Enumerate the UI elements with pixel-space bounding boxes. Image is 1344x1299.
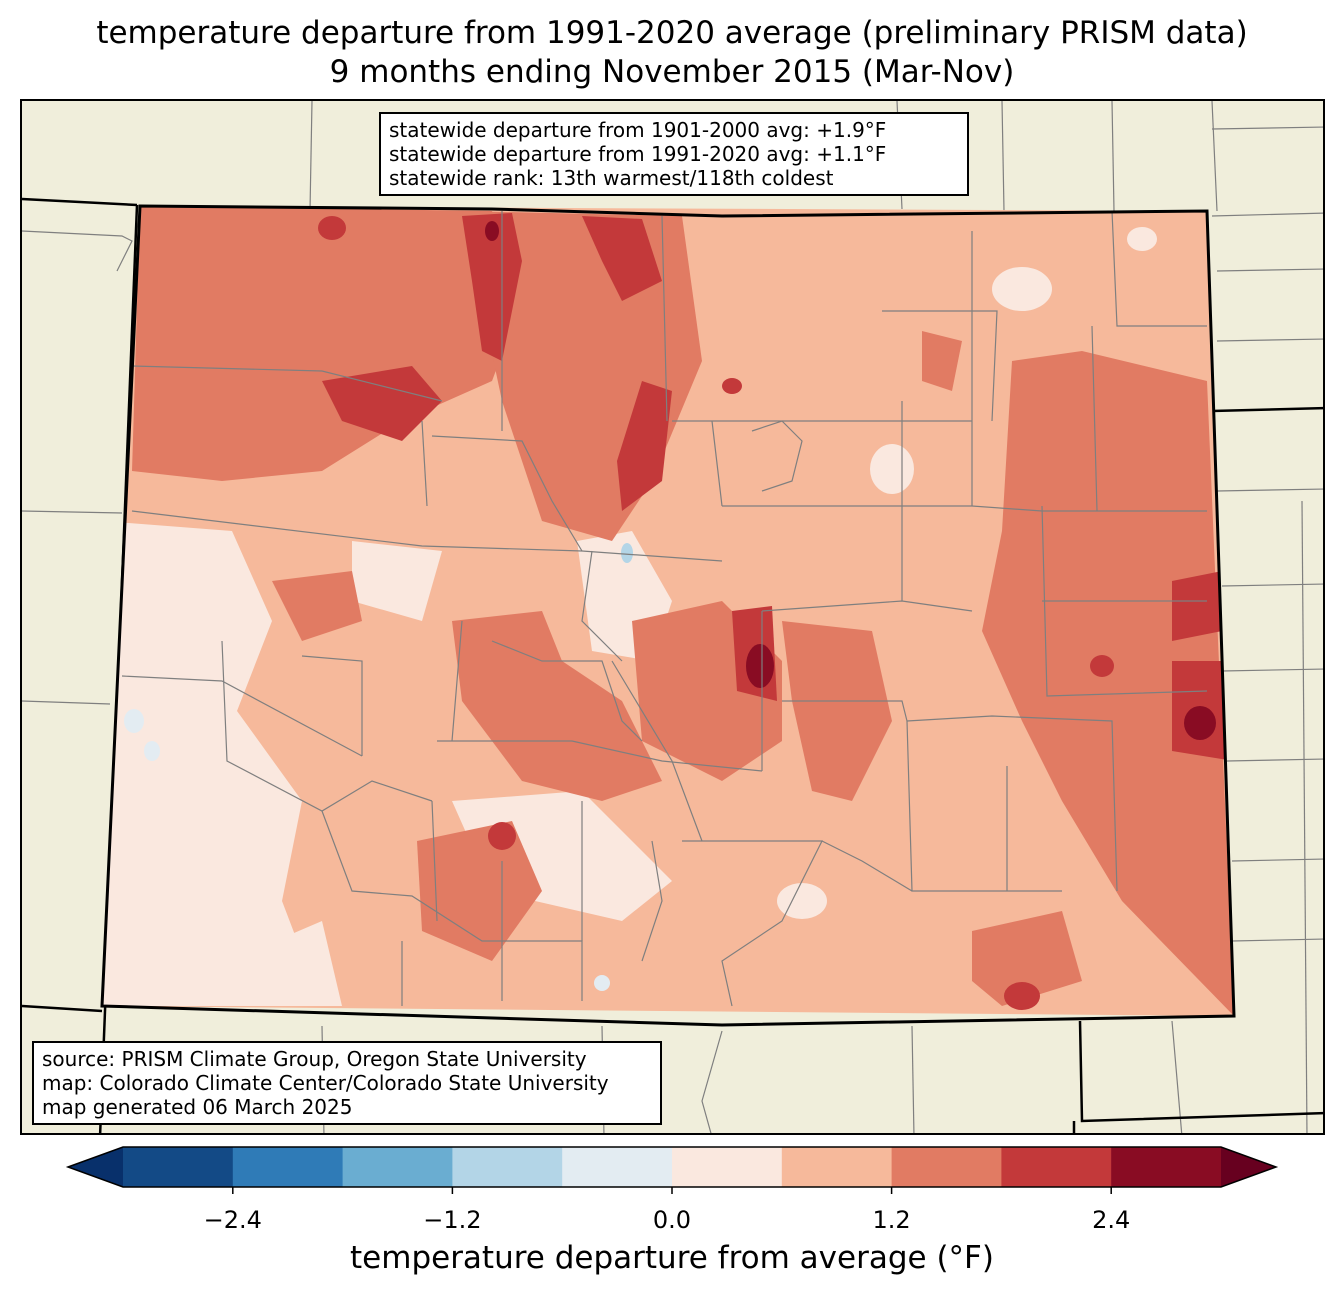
colorado-map [22, 101, 1323, 1133]
chart-title-line1: temperature departure from 1991-2020 ave… [96, 15, 1248, 51]
colorbar-tick-label: 2.4 [1092, 1206, 1131, 1234]
source-line-3: map generated 06 March 2025 [42, 1095, 353, 1119]
county-lines [121, 210, 1208, 1007]
colorbar-segment [123, 1147, 234, 1187]
stats-line-3: statewide rank: 13th warmest/118th colde… [389, 166, 834, 190]
map-panel: statewide departure from 1901-2000 avg: … [20, 99, 1325, 1135]
colorbar-segment [452, 1147, 563, 1187]
colorbar-label: temperature departure from average (°F) [350, 1240, 994, 1276]
colorbar-segment [342, 1147, 453, 1187]
colorbar-outline [65, 1146, 1279, 1188]
statewide-stats-box: statewide departure from 1901-2000 avg: … [379, 112, 969, 196]
stats-line-2: statewide departure from 1991-2020 avg: … [389, 142, 887, 166]
colorbar-tick-label: −1.2 [423, 1206, 482, 1234]
colorbar-segment [232, 1147, 344, 1187]
colorbar-segment [781, 1147, 893, 1187]
colorbar-over-arrow [1221, 1147, 1276, 1187]
stats-line-1: statewide departure from 1901-2000 avg: … [389, 118, 887, 142]
colorbar-under-arrow [68, 1147, 123, 1187]
colorbar-tick-label: −2.4 [203, 1206, 262, 1234]
colorbar-segment [1111, 1147, 1222, 1187]
colorado-border [100, 204, 1236, 1027]
colorbar-segment [672, 1147, 783, 1187]
colorbar-tick-label: 1.2 [872, 1206, 911, 1234]
temperature-departure-field [102, 206, 1234, 1016]
neighbor-county-lines [22, 101, 1323, 1133]
chart-title-line2: 9 months ending November 2015 (Mar-Nov) [329, 54, 1015, 90]
colorbar-tick-label: 0.0 [652, 1206, 692, 1234]
source-info-box: source: PRISM Climate Group, Oregon Stat… [32, 1041, 662, 1125]
source-line-1: source: PRISM Climate Group, Oregon Stat… [42, 1047, 587, 1071]
colorbar [65, 1146, 1279, 1194]
source-line-2: map: Colorado Climate Center/Colorado St… [42, 1071, 609, 1095]
colorbar-segment [562, 1147, 673, 1187]
colorbar-segment [891, 1147, 1002, 1187]
colorbar-segment [1001, 1147, 1112, 1187]
